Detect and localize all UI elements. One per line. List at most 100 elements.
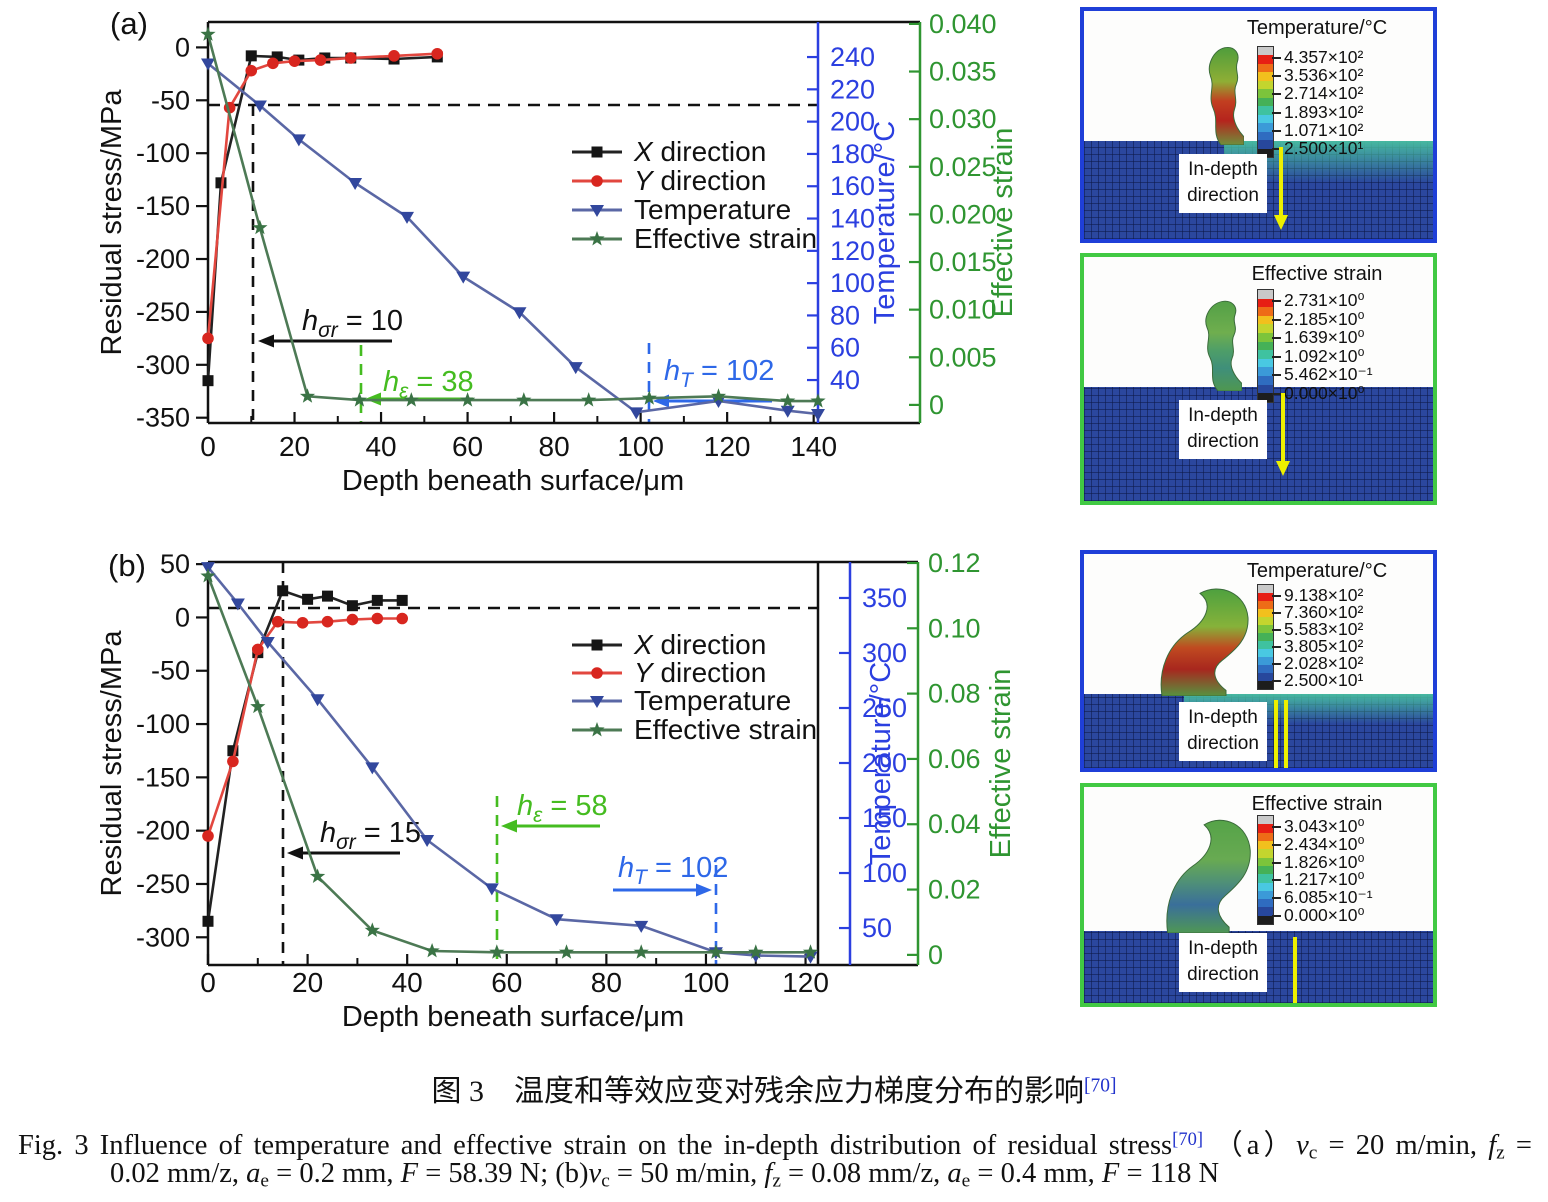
colorbar-value: 5.583×10² [1284,619,1364,639]
colorbar-value: 9.138×10² [1284,585,1364,605]
svg-text:Residual stress/MPa: Residual stress/MPa [96,89,128,356]
svg-text:hε = 58: hε = 58 [517,790,608,827]
series-effective-strain [200,568,819,959]
svg-text:0.020: 0.020 [929,199,997,229]
svg-text:0.040: 0.040 [929,9,997,39]
svg-text:-150: -150 [136,191,190,221]
colorbar-value: 2.028×10² [1284,653,1364,673]
left-axis: 50 0 -50 -100 -150 -200 -250 -300 Residual stres… [96,549,208,952]
svg-text:hσr = 15: hσr = 15 [320,817,421,854]
x-axis: 0 20 40 60 80 100 120 140 Depth beneath surface/… [200,412,837,497]
svg-text:100: 100 [683,967,730,998]
colorbar-value: 2.731×10⁰ [1284,290,1365,310]
depth-arrow-icon [1293,937,1297,1003]
effective-strain-map-b: 3.043×10⁰ 2.434×10⁰ 1.826×10⁰ 1.217×10⁰ 6.08… [1080,783,1437,1007]
colorbar-tick [1272,75,1281,78]
svg-text:-250: -250 [136,297,190,327]
colorbar-tick [1272,843,1281,846]
svg-text:100: 100 [617,431,664,462]
colorbar-value: 0.000×10⁰ [1284,383,1365,403]
svg-text:-50: -50 [151,656,190,686]
svg-text:140: 140 [830,204,875,234]
temperature-map-a: 4.357×10² 3.536×10² 2.714×10² 1.893×10² 1.07… [1080,7,1437,243]
strain-axis: 0.12 0.10 0.08 0.06 0.04 0.02 0 Effective strai… [907,548,1017,970]
effective-strain-map-a: 2.731×10⁰ 2.185×10⁰ 1.639×10⁰ 1.092×10⁰ 5.46… [1080,253,1437,505]
colorbar-value: 1.092×10⁰ [1284,345,1365,366]
svg-text:-350: -350 [136,403,190,433]
chip-shape [1208,47,1244,145]
colorbar-value: 1.893×10² [1284,101,1364,122]
strain-axis: 0.040 0.035 0.030 0.025 0.020 0.015 0.010 0.005… [909,9,1019,423]
in-depth-direction-label: In-depth direction [1179,154,1267,213]
svg-text:Temperature/°C: Temperature/°C [865,662,897,865]
colorbar-value: 7.360×10² [1284,602,1364,622]
svg-text:40: 40 [830,365,860,395]
colorbar-tick [1272,861,1281,864]
colorbar-value: 1.071×10² [1284,119,1364,140]
colorbar-tick [1272,318,1281,321]
series-y-direction [202,612,409,842]
svg-text:120: 120 [782,967,829,998]
colorbar-tick [1272,111,1281,114]
temperature-axis: 350 300 250 200 150 100 50 Temperature/°C [839,562,907,965]
svg-text:140: 140 [790,431,837,462]
colorbar-title: Temperature/°C [1246,17,1388,39]
svg-text:0.08: 0.08 [928,679,981,709]
svg-text:240: 240 [830,42,875,72]
in-depth-direction-label: In-depth direction [1179,702,1267,761]
in-depth-direction-label: In-depth direction [1179,933,1267,992]
colorbar-value: 3.536×10² [1284,65,1364,86]
svg-text:Depth beneath surface/μm: Depth beneath surface/μm [342,465,684,497]
svg-text:0.06: 0.06 [928,744,981,774]
colorbar-tick [1272,879,1281,882]
svg-text:60: 60 [491,967,522,998]
series-effective-strain [200,26,826,408]
svg-text:150: 150 [862,803,907,833]
chip-shape [1160,588,1249,696]
svg-text:250: 250 [862,693,907,723]
svg-text:Temperature: Temperature [634,194,791,225]
colorbar-title: Effective strain [1251,793,1383,815]
svg-text:80: 80 [539,431,570,462]
chip-shape [1166,819,1251,933]
chart-b: hσr = 15 hε = 58 hT = 102 50 0 -50 -100 -150 -20… [96,548,1017,1033]
svg-text:60: 60 [830,333,860,363]
svg-text:X direction: X direction [633,629,766,660]
svg-text:Effective strain: Effective strain [985,669,1017,859]
svg-text:-100: -100 [136,138,190,168]
colorbar-value: 3.043×10⁰ [1284,816,1365,836]
colorbar-value: 1.639×10⁰ [1284,327,1365,348]
colorbar-value: 2.500×10¹ [1284,138,1364,158]
svg-text:0.030: 0.030 [929,104,997,134]
svg-text:300: 300 [862,638,907,668]
svg-text:80: 80 [830,300,860,330]
colorbar-value: 1.826×10⁰ [1284,851,1365,872]
colorbar-title: Temperature/°C [1246,560,1388,582]
colorbar-title: Effective strain [1251,263,1383,285]
svg-text:20: 20 [279,431,310,462]
svg-text:100: 100 [862,858,907,888]
panel-label-b: (b) [108,548,146,583]
colorbar-tick [1272,897,1281,900]
svg-text:0: 0 [200,431,216,462]
svg-text:80: 80 [591,967,622,998]
svg-text:hT = 102: hT = 102 [618,852,728,889]
svg-text:50: 50 [160,549,190,579]
svg-text:0.035: 0.035 [929,57,997,87]
colorbar-tick [1272,915,1281,917]
caption-english-line2: 0.02 mm/z, ae = 0.2 mm, F = 58.39 N; (b)… [110,1158,1220,1192]
chip-shape [1205,300,1242,391]
svg-text:hε = 38: hε = 38 [383,366,474,403]
panel-label-a: (a) [110,6,148,41]
svg-text:40: 40 [392,967,423,998]
colorbar-tick [1272,646,1281,648]
colorbar-value: 3.805×10² [1284,636,1364,656]
caption-english-line1: Fig. 3 Influence of temperature and effe… [18,1128,1532,1164]
svg-text:50: 50 [862,913,892,943]
svg-text:Temperature/°C: Temperature/°C [869,121,901,324]
svg-text:0.015: 0.015 [929,247,997,277]
colorbar [1257,815,1274,925]
svg-text:0: 0 [200,967,216,998]
